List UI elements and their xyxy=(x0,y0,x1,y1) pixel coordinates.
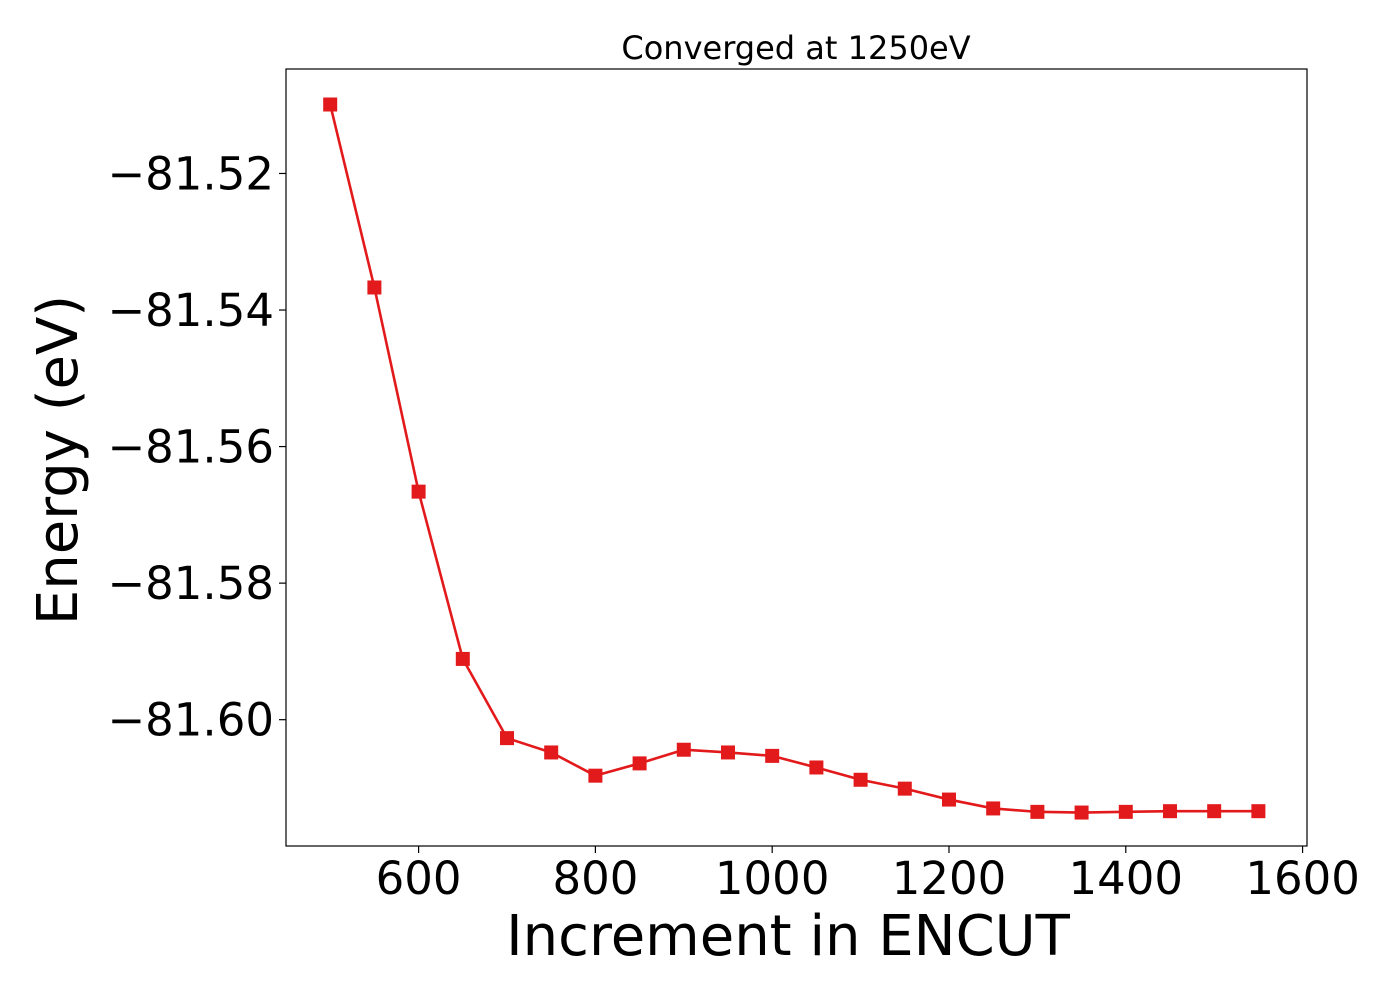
chart-title: Converged at 1250eV xyxy=(621,29,970,67)
data-point-marker xyxy=(367,280,382,295)
x-axis-label: Increment in ENCUT xyxy=(506,904,1071,969)
data-point-marker xyxy=(1162,804,1177,819)
x-tick-label: 1400 xyxy=(1069,852,1184,905)
y-tick-label: −81.60 xyxy=(107,694,274,747)
data-point-marker xyxy=(809,760,824,775)
y-tick-label: −81.52 xyxy=(107,147,274,200)
y-axis-ticks: −81.52 −81.54 −81.56 −81.58 −81.60 xyxy=(107,147,286,747)
data-point-marker xyxy=(632,756,647,771)
series-line xyxy=(328,104,1259,814)
x-tick-label: 1600 xyxy=(1245,852,1360,905)
data-point-marker xyxy=(1207,804,1222,819)
data-point-marker xyxy=(1251,804,1266,819)
x-tick-label: 600 xyxy=(376,852,462,905)
data-point-marker xyxy=(499,731,514,746)
x-tick-label: 1200 xyxy=(892,852,1007,905)
data-point-marker xyxy=(986,801,1001,816)
data-point-marker xyxy=(544,745,559,760)
y-tick-label: −81.56 xyxy=(107,421,274,474)
y-axis-label: Energy (eV) xyxy=(26,295,91,625)
data-point-marker xyxy=(1074,805,1089,820)
data-point-marker xyxy=(853,772,868,787)
data-point-marker xyxy=(1030,804,1045,819)
data-point-marker xyxy=(455,651,470,666)
data-point-marker xyxy=(941,792,956,807)
data-point-marker xyxy=(323,97,338,112)
data-point-marker xyxy=(720,745,735,760)
data-point-marker xyxy=(588,768,603,783)
x-axis-ticks: 600 800 1000 1200 1400 1600 xyxy=(376,846,1360,905)
data-point-marker xyxy=(676,742,691,757)
data-point-marker xyxy=(1118,804,1133,819)
data-point-marker xyxy=(411,484,426,499)
y-tick-label: −81.58 xyxy=(107,557,274,610)
data-point-marker xyxy=(765,748,780,763)
data-point-marker xyxy=(897,781,912,796)
x-tick-label: 1000 xyxy=(715,852,830,905)
x-tick-label: 800 xyxy=(552,852,638,905)
series-layer xyxy=(323,97,1266,820)
plot-area-frame xyxy=(285,68,1308,847)
y-tick-label: −81.54 xyxy=(107,284,274,337)
